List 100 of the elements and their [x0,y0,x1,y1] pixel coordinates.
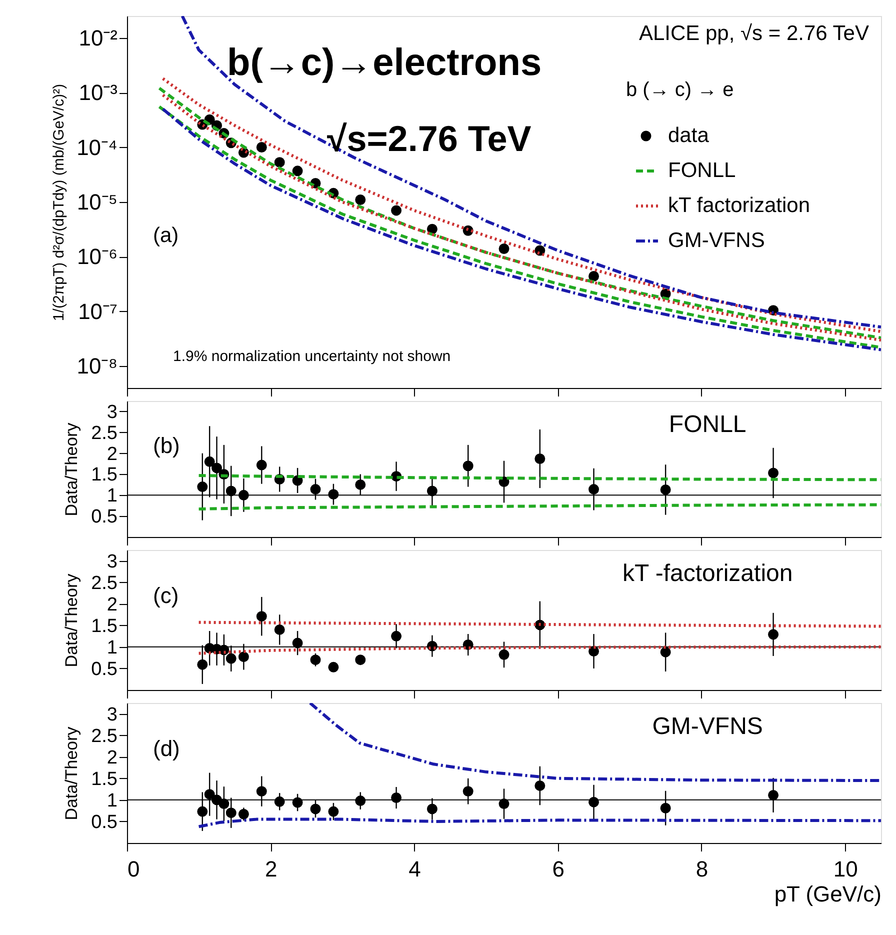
y-tick-label: 1 [106,790,118,812]
legend-label: GM-VFNS [668,229,765,252]
point [197,659,208,670]
x-tick-label: 0 [128,856,140,882]
annotation: (d) [153,736,180,762]
line-series [308,703,881,782]
point [238,652,249,662]
y-tick-label: 3 [106,402,118,423]
point [768,790,779,800]
point [588,646,600,656]
y-tick-label: 1 [106,637,118,658]
y-tick-label: 2 [106,747,118,768]
x-tick-label: 4 [408,856,421,882]
point [328,806,339,817]
point [426,804,438,814]
y-tick-label: 2 [106,594,118,616]
y-tick-label: 10⁻² [78,25,118,50]
y-tick-label: 2.5 [91,726,118,747]
point [768,468,779,478]
y-tick-label: 0.5 [91,658,118,680]
y-tick-label: 10⁻⁷ [78,298,118,324]
point [498,798,510,810]
point [292,166,303,176]
point [660,484,671,495]
point [328,489,339,500]
point [534,454,546,464]
y-tick-label: 10⁻⁸ [76,354,118,379]
point [212,462,222,474]
annotation: 1.9% normalization uncertainty not shown [173,348,451,365]
point [462,786,474,797]
point [204,789,215,800]
line-series [197,818,881,828]
x-tick-label: 2 [264,856,278,882]
text: √s=2.76 TeV [327,118,532,159]
line-series [180,16,881,329]
legend-label: FONLL [668,159,736,182]
point [355,194,366,205]
annotation: kT -factorization [622,560,793,587]
point [310,484,321,495]
point [660,646,671,658]
point [256,611,267,622]
legend-label: data [668,124,710,147]
point [310,804,321,814]
point [226,486,236,496]
point [391,205,402,216]
point [292,797,303,808]
y-axis-title: Data/Theory [62,573,82,668]
y-tick-label: 10⁻⁴ [76,134,118,160]
point [588,484,600,495]
point [355,479,366,490]
y-tick-label: 2.5 [91,572,118,594]
annotation: ALICE pp, √s = 2.76 TeV [638,22,869,45]
legend-title: b (→ c) → e [626,79,734,101]
annotation: (a) [153,224,179,247]
y-tick-label: 2.5 [91,422,118,444]
point [310,654,321,666]
y-tick-label: 1 [106,486,118,507]
point [588,271,600,282]
point [226,808,236,818]
y-tick-label: 1.5 [91,768,118,790]
point [498,244,510,254]
point [498,649,510,660]
point [328,662,339,672]
y-tick-label: 10⁻⁶ [76,244,118,270]
y-tick-label: 0.5 [91,506,118,528]
point [768,629,779,640]
point [238,808,249,820]
point [274,157,285,168]
y-axis-title: 1/(2πpT) d²σ/(dpTdy) (mb/(GeV/c)²) [50,84,68,322]
annotation: GM-VFNS [652,713,763,740]
point [218,798,230,810]
y-tick-label: 3 [106,551,118,572]
point [391,792,402,804]
y-tick-label: 0.5 [91,812,118,833]
point [226,653,236,664]
annotation: (b) [153,432,180,458]
point [534,780,546,791]
y-tick-label: 2 [106,444,118,465]
point [355,796,366,806]
point [274,796,285,807]
point [274,624,285,635]
point [355,654,366,666]
y-tick-label: 1.5 [91,616,118,637]
y-axis-title: Data/Theory [62,422,82,516]
legend-label: kT factorization [668,194,810,217]
point [256,786,267,797]
point [660,802,671,814]
line-series [197,645,881,655]
point [391,630,402,642]
annotation: FONLL [668,411,746,438]
point [256,460,267,470]
x-tick-label: 8 [696,856,708,882]
annotation: (c) [153,583,179,608]
point [197,482,208,492]
point [426,486,438,496]
y-tick-label: 10⁻³ [78,80,118,106]
point [238,490,249,500]
point [197,806,208,817]
y-tick-label: 1.5 [91,464,118,486]
point [292,638,303,648]
